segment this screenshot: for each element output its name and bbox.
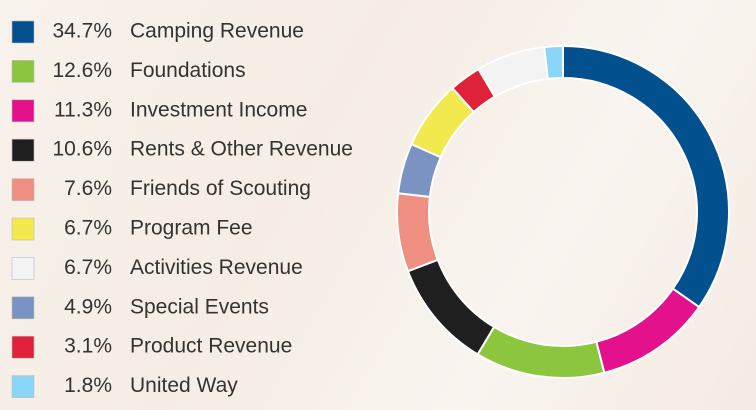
donut-slice	[562, 44, 730, 309]
legend-value: 7.6%	[64, 177, 112, 200]
legend-swatch	[11, 99, 35, 123]
legend-swatch	[11, 138, 35, 162]
legend-swatch	[11, 335, 35, 359]
legend-value: 10.6%	[52, 138, 112, 161]
legend-label: Rents & Other Revenue	[130, 138, 353, 161]
legend-value: 6.7%	[64, 217, 112, 240]
legend-label: Program Fee	[130, 217, 253, 240]
legend-value: 34.7%	[52, 20, 112, 43]
legend-swatch	[11, 296, 35, 320]
legend-swatch	[11, 178, 35, 201]
legend-swatch	[11, 60, 35, 83]
legend-label: Foundations	[130, 59, 246, 82]
donut-slice	[595, 287, 701, 375]
legend-value: 12.6%	[52, 59, 112, 82]
legend-swatch	[11, 257, 35, 280]
legend-label: Friends of Scouting	[130, 177, 311, 200]
donut-slice	[406, 258, 496, 356]
legend-label: Product Revenue	[130, 335, 292, 358]
donut-slice	[396, 192, 440, 273]
legend-label: Activities Revenue	[130, 256, 303, 279]
legend-value: 3.1%	[64, 335, 112, 358]
legend-swatch	[11, 20, 35, 44]
legend-value: 4.9%	[64, 295, 112, 318]
legend-label: Special Events	[130, 295, 269, 318]
donut-slice	[543, 44, 564, 80]
legend-swatch	[11, 217, 35, 241]
legend-value: 1.8%	[64, 374, 112, 397]
donut-slice	[476, 325, 606, 379]
legend-value: 6.7%	[64, 256, 112, 279]
legend-label: Investment Income	[130, 98, 307, 121]
legend-value: 11.3%	[54, 98, 112, 121]
legend-label: United Way	[130, 374, 238, 397]
legend-swatch	[11, 375, 35, 398]
legend-label: Camping Revenue	[130, 20, 304, 43]
